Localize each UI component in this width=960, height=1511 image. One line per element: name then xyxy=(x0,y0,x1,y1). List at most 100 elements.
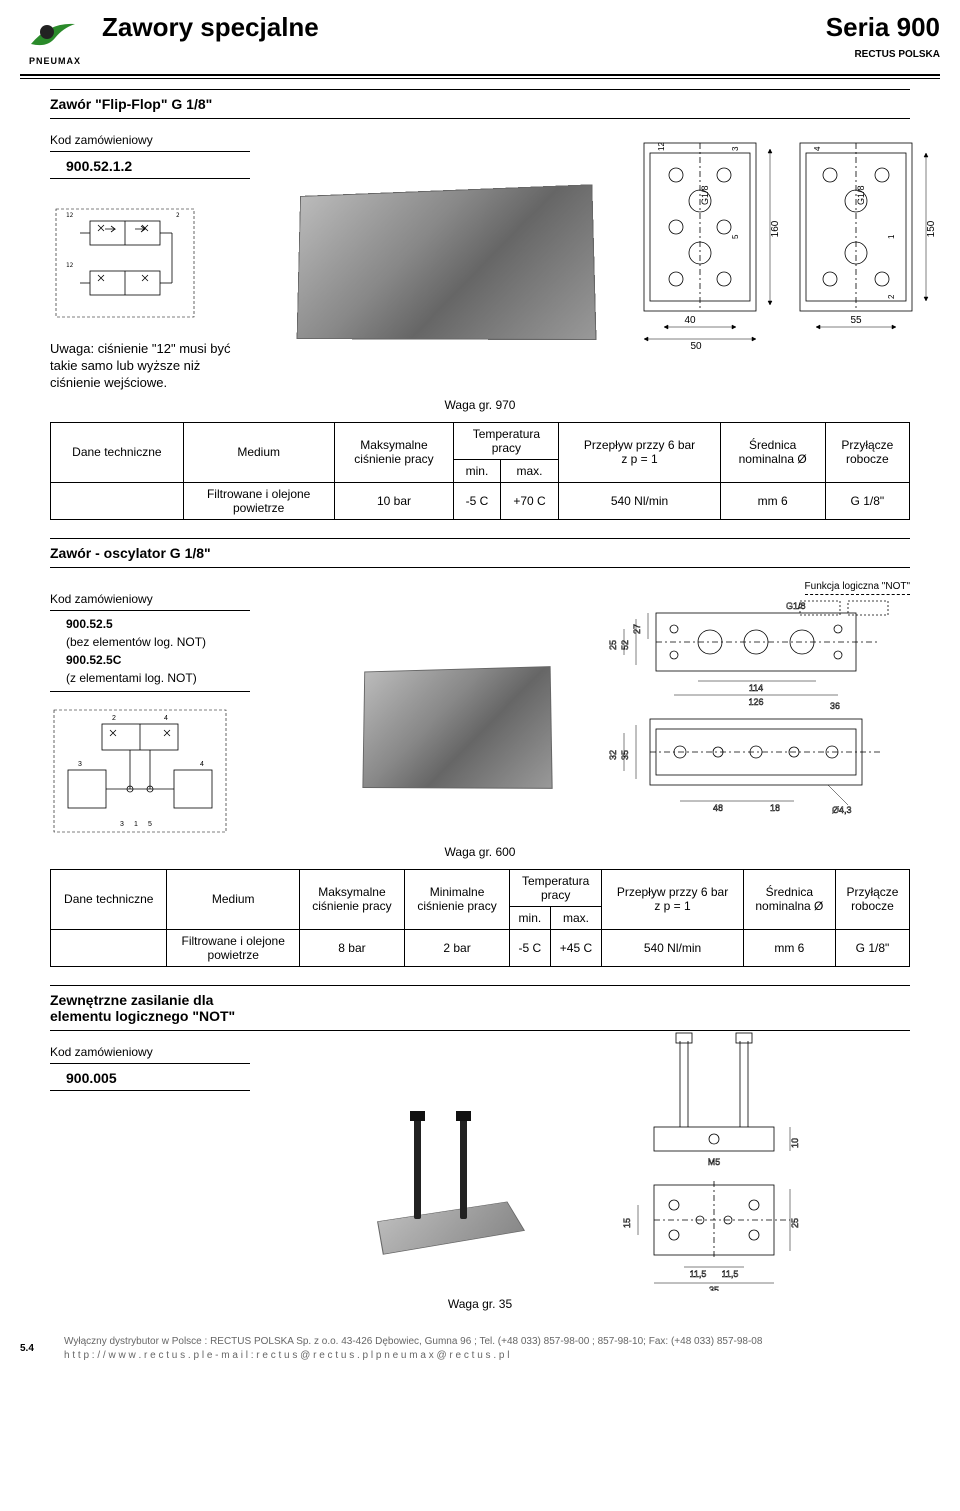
spec1-h4: Średnica nominalna Ø xyxy=(720,422,825,482)
product-photo-2 xyxy=(362,666,552,789)
spec2-r5: 540 Nl/min xyxy=(602,929,744,966)
svg-text:2: 2 xyxy=(176,212,180,219)
spec2-tmin: min. xyxy=(510,906,551,929)
spec1-tmax: max. xyxy=(500,459,559,482)
spec1-r3: +70 C xyxy=(500,482,559,519)
svg-text:1: 1 xyxy=(887,234,896,239)
svg-text:5: 5 xyxy=(731,234,740,239)
section3-title: Zewnętrzne zasilanie dla elementu logicz… xyxy=(50,985,910,1031)
section1-title: Zawór "Flip-Flop" G 1/8" xyxy=(50,89,910,119)
section3-title-l2: elementu logicznego "NOT" xyxy=(50,1008,235,1024)
dim-50: 50 xyxy=(690,341,702,349)
spec2-r3: -5 C xyxy=(510,929,551,966)
svg-text:52: 52 xyxy=(620,640,630,650)
spec1-r5: mm 6 xyxy=(720,482,825,519)
order-code-3: 900.005 xyxy=(50,1064,250,1091)
spec1-rowlabel: Dane techniczne xyxy=(51,422,184,482)
page-number: 5.4 xyxy=(20,1343,48,1354)
weight-1: Waga gr. 970 xyxy=(50,398,910,412)
spec2-r2: 2 bar xyxy=(405,929,510,966)
spec1-h2: Temperatura pracy xyxy=(454,422,559,459)
spec1-h5: Przyłącze robocze xyxy=(825,422,909,482)
spec1-tmin: min. xyxy=(454,459,500,482)
svg-text:12: 12 xyxy=(66,262,74,269)
weight-2: Waga gr. 600 xyxy=(50,845,910,859)
spec-table-1: Dane techniczne Medium Maksymalne ciśnie… xyxy=(50,422,910,520)
spec2-h0: Medium xyxy=(167,869,299,929)
section2-title: Zawór - oscylator G 1/8" xyxy=(50,538,910,568)
pneumatic-schematic-2: 2 4 3 4 3 1 5 xyxy=(50,706,230,836)
brand-logo: PNEUMAX xyxy=(20,12,90,72)
product-photo-1 xyxy=(297,184,597,340)
technical-drawing-3: 10 M5 15 25 11,5 11,5 35 xyxy=(580,1031,860,1291)
spec1-h0: Medium xyxy=(183,422,334,482)
footer-line1: Wyłączny dystrybutor w Polsce : RECTUS P… xyxy=(64,1335,762,1349)
section3-title-l1: Zewnętrzne zasilanie dla xyxy=(50,992,213,1008)
code1-note: (bez elementów log. NOT) xyxy=(66,635,206,649)
spec1-r2: -5 C xyxy=(454,482,500,519)
svg-text:4: 4 xyxy=(164,715,168,722)
port-label-2: G1/8 xyxy=(856,185,866,205)
note-line1: Uwaga: ciśnienie "12" musi być xyxy=(50,341,230,356)
svg-text:11,5: 11,5 xyxy=(690,1269,707,1279)
dim-40: 40 xyxy=(684,315,696,326)
spec2-r6: mm 6 xyxy=(743,929,835,966)
svg-text:1: 1 xyxy=(134,821,138,828)
spec2-h5: Średnica nominalna Ø xyxy=(743,869,835,929)
page-header: PNEUMAX Zawory specjalne Seria 900 RECTU… xyxy=(20,12,940,76)
spec1-r1: 10 bar xyxy=(334,482,454,519)
svg-text:3: 3 xyxy=(120,821,124,828)
order-label-1: Kod zamówieniowy xyxy=(50,129,250,152)
funkcja-caption: Funkcja logiczna "NOT" xyxy=(805,581,910,595)
product-photo-3 xyxy=(370,1111,540,1251)
page-subtitle-right: RECTUS POLSKA xyxy=(826,49,940,60)
svg-text:5: 5 xyxy=(148,821,152,828)
code-900525c: 900.52.5C xyxy=(66,653,121,667)
svg-text:3: 3 xyxy=(78,761,82,768)
technical-drawing-1: 40 50 55 160 150 G1/8 G1/8 12 3 5 4 1 2 xyxy=(630,129,950,349)
spec2-h6: Przyłącze robocze xyxy=(835,869,909,929)
spec1-r0: Filtrowane i olejone powietrze xyxy=(183,482,334,519)
svg-text:25: 25 xyxy=(608,640,618,650)
spec2-h1: Maksymalne ciśnienie pracy xyxy=(299,869,404,929)
svg-text:2: 2 xyxy=(887,294,896,299)
svg-text:4: 4 xyxy=(200,761,204,768)
pneumatic-schematic-1: 12 12 2 xyxy=(50,203,200,323)
spec2-h4: Przepływ przzy 6 bar z p = 1 xyxy=(602,869,744,929)
port-label-1: G1/8 xyxy=(700,185,710,205)
svg-text:126: 126 xyxy=(748,697,763,707)
spec1-r6: G 1/8" xyxy=(825,482,909,519)
weight-3: Waga gr. 35 xyxy=(50,1297,910,1311)
section2-codes: 900.52.5 (bez elementów log. NOT) 900.52… xyxy=(50,611,330,687)
spec2-tmax: max. xyxy=(550,906,602,929)
pressure-note: Uwaga: ciśnienie "12" musi być takie sam… xyxy=(50,341,250,392)
dim-55: 55 xyxy=(850,315,862,326)
svg-text:35: 35 xyxy=(620,750,630,760)
technical-drawing-2: 52 25 27 G1/8 114 126 36 35 32 48 18 Ø4,… xyxy=(580,599,900,839)
svg-text:36: 36 xyxy=(830,701,840,711)
page-footer: 5.4 Wyłączny dystrybutor w Polsce : RECT… xyxy=(20,1335,940,1363)
svg-text:3: 3 xyxy=(731,146,740,151)
svg-text:2: 2 xyxy=(112,715,116,722)
order-label-2: Kod zamówieniowy xyxy=(50,588,250,611)
order-code-1: 900.52.1.2 xyxy=(50,152,250,179)
page-title-right: Seria 900 xyxy=(826,12,940,43)
svg-text:18: 18 xyxy=(770,803,780,813)
svg-text:Ø4,3: Ø4,3 xyxy=(832,805,852,815)
spec2-r4: +45 C xyxy=(550,929,602,966)
page-title-left: Zawory specjalne xyxy=(102,12,319,43)
pneumax-logo-icon xyxy=(29,18,81,54)
svg-text:4: 4 xyxy=(813,146,822,151)
code-900525: 900.52.5 xyxy=(66,617,113,631)
svg-text:G1/8: G1/8 xyxy=(786,601,806,611)
svg-text:32: 32 xyxy=(608,750,618,760)
spec2-r7: G 1/8" xyxy=(835,929,909,966)
spec2-r0: Filtrowane i olejone powietrze xyxy=(167,929,299,966)
spec2-h3: Temperatura pracy xyxy=(510,869,602,906)
svg-text:25: 25 xyxy=(790,1218,800,1228)
code2-note: (z elementami log. NOT) xyxy=(66,671,197,685)
dim-150: 150 xyxy=(926,220,937,237)
spec1-r4: 540 Nl/min xyxy=(559,482,720,519)
svg-text:15: 15 xyxy=(622,1218,632,1228)
logo-text: PNEUMAX xyxy=(29,56,81,66)
